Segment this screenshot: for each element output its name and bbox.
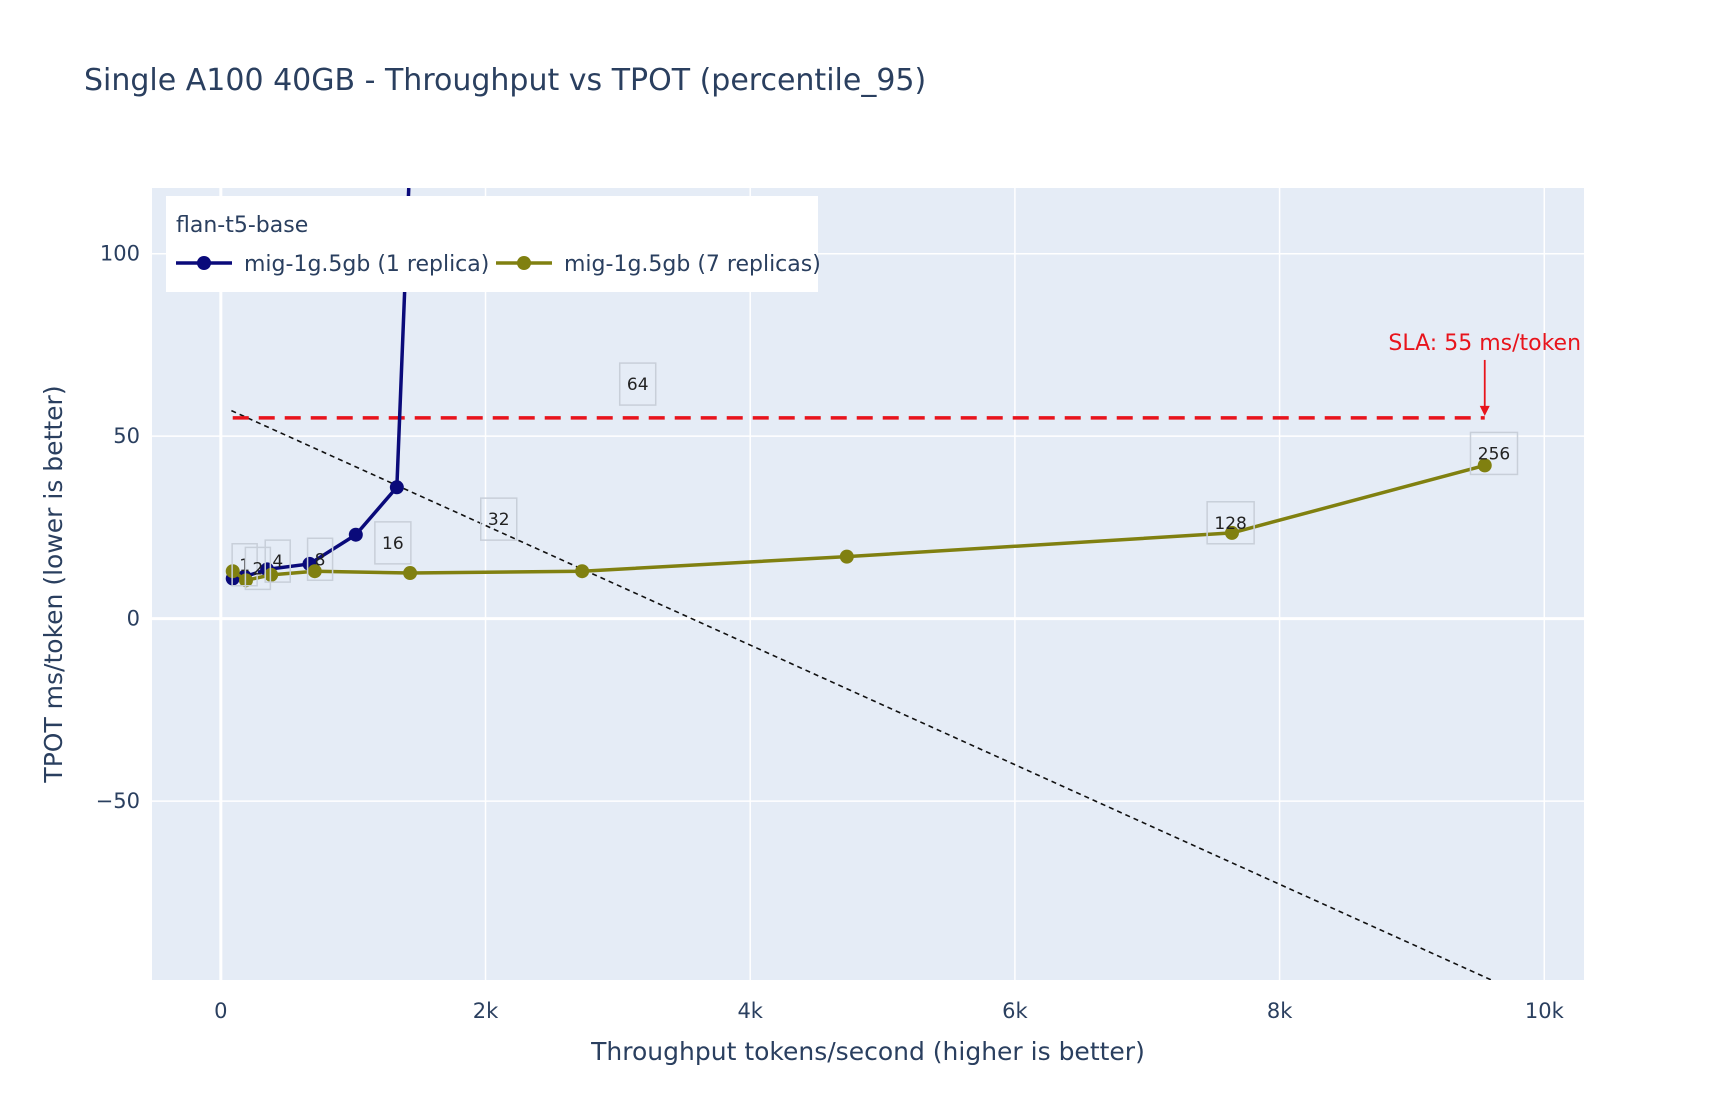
- legend-item-1: mig-1g.5gb (1 replica): [176, 252, 489, 277]
- legend-title: flan-t5-base: [176, 213, 308, 238]
- legend-box: [166, 196, 818, 292]
- y-tick-labels: −50 0 50 100: [96, 242, 140, 813]
- series-2: [225, 458, 1492, 588]
- point-label-text: 4: [272, 552, 283, 572]
- point-label-text: 8: [315, 550, 326, 570]
- data-point: [307, 564, 322, 579]
- point-label-box: [480, 497, 518, 541]
- x-axis-title: Throughput tokens/second (higher is bett…: [590, 1037, 1145, 1066]
- data-point: [389, 480, 404, 495]
- data-point: [839, 549, 854, 564]
- data-point: [403, 566, 418, 581]
- y-tick-label: 0: [127, 607, 140, 631]
- data-point: [1477, 458, 1492, 473]
- point-label-text: 32: [488, 510, 510, 530]
- legend-swatch-marker: [197, 256, 211, 270]
- point-label-text: 2: [252, 559, 263, 579]
- point-label: 8: [306, 537, 334, 582]
- point-label: 16: [374, 521, 412, 565]
- legend-label: mig-1g.5gb (7 replicas): [564, 252, 821, 277]
- point-label: 2: [244, 546, 272, 591]
- sla-arrow-head: [1479, 405, 1490, 416]
- point-label: 64: [618, 362, 657, 406]
- data-point: [1224, 525, 1239, 540]
- sla-label: SLA: 55 ms/token: [1388, 331, 1581, 356]
- point-label-box: [1206, 501, 1255, 545]
- legend-item-2: mig-1g.5gb (7 replicas): [496, 252, 821, 277]
- point-label-box: [374, 521, 412, 565]
- point-label-text: 128: [1214, 514, 1246, 534]
- y-tick-label: 50: [113, 424, 140, 448]
- x-tick-label: 6k: [1002, 999, 1028, 1023]
- point-label-text: 16: [382, 534, 404, 554]
- x-tick-label: 10k: [1525, 999, 1565, 1023]
- x-tick-label: 4k: [737, 999, 763, 1023]
- trend-line-path: [231, 409, 1492, 980]
- data-point: [348, 527, 363, 542]
- x-tick-labels: 0 2k 4k 6k 8k 10k: [214, 999, 1564, 1023]
- point-label-box: [244, 546, 272, 591]
- trend-line: [231, 409, 1492, 980]
- point-label-box: [618, 362, 657, 406]
- sla-annotation: SLA: 55 ms/token: [1388, 331, 1581, 416]
- y-axis-title: TPOT ms/token (lower is better): [39, 385, 68, 783]
- plot-area: [152, 188, 1584, 980]
- y-tick-label: −50: [96, 789, 140, 813]
- point-label: 128: [1206, 501, 1255, 545]
- point-label: 32: [480, 497, 518, 541]
- point-label-box: [264, 539, 291, 583]
- point-label: 256: [1469, 431, 1519, 476]
- point-label: 4: [264, 539, 291, 583]
- x-tick-label: 0: [214, 999, 227, 1023]
- legend: flan-t5-base mig-1g.5gb (1 replica) mig-1…: [166, 196, 821, 292]
- point-label-text: 64: [627, 375, 649, 395]
- x-tick-label: 8k: [1267, 999, 1293, 1023]
- y-tick-label: 100: [100, 242, 140, 266]
- x-tick-label: 2k: [473, 999, 499, 1023]
- chart-title: Single A100 40GB - Throughput vs TPOT (p…: [84, 63, 926, 98]
- point-label-box: [1469, 431, 1519, 476]
- legend-swatch-marker: [517, 256, 531, 270]
- point-label-box: [306, 537, 334, 582]
- x-gridlines: [219, 188, 1546, 980]
- legend-label: mig-1g.5gb (1 replica): [244, 252, 489, 277]
- data-point: [575, 564, 590, 579]
- point-label-text: 256: [1478, 444, 1510, 464]
